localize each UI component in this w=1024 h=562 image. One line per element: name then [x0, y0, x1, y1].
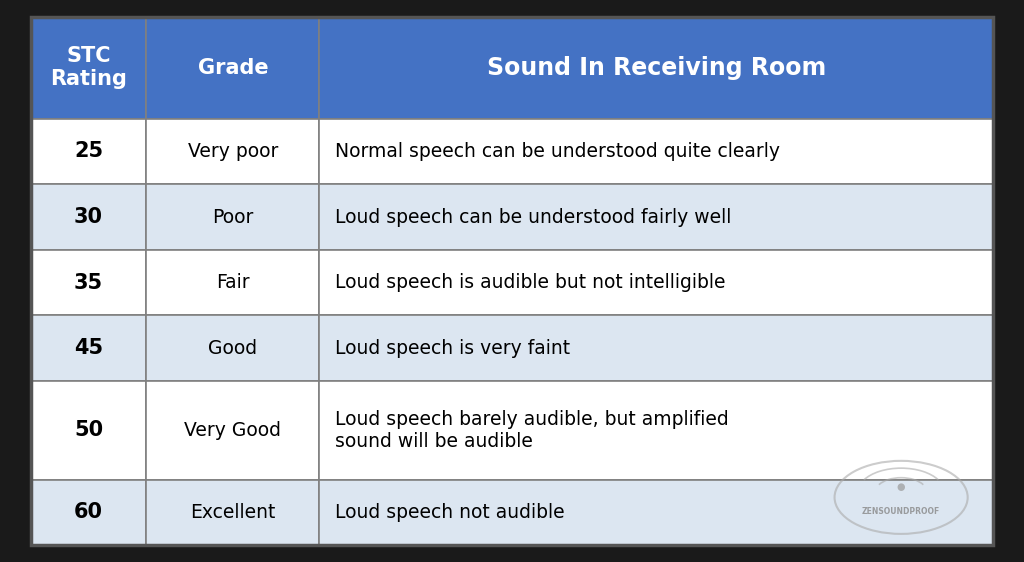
Text: Poor: Poor — [212, 207, 254, 226]
Text: ●: ● — [897, 482, 905, 492]
FancyBboxPatch shape — [31, 17, 146, 119]
FancyBboxPatch shape — [31, 479, 146, 545]
Text: 30: 30 — [74, 207, 103, 227]
FancyBboxPatch shape — [31, 184, 146, 250]
FancyBboxPatch shape — [146, 184, 319, 250]
FancyBboxPatch shape — [31, 250, 146, 315]
Text: ZENSOUNDPROOF: ZENSOUNDPROOF — [862, 507, 940, 516]
FancyBboxPatch shape — [146, 250, 319, 315]
Text: Grade: Grade — [198, 58, 268, 78]
FancyBboxPatch shape — [146, 119, 319, 184]
Text: 45: 45 — [74, 338, 103, 358]
Text: Loud speech is audible but not intelligible: Loud speech is audible but not intelligi… — [335, 273, 725, 292]
FancyBboxPatch shape — [146, 479, 319, 545]
FancyBboxPatch shape — [31, 381, 146, 479]
Text: 50: 50 — [74, 420, 103, 440]
FancyBboxPatch shape — [319, 315, 993, 381]
Text: STC
Rating: STC Rating — [50, 46, 127, 89]
FancyBboxPatch shape — [319, 250, 993, 315]
FancyBboxPatch shape — [31, 119, 146, 184]
Text: Loud speech can be understood fairly well: Loud speech can be understood fairly wel… — [335, 207, 731, 226]
Text: Loud speech not audible: Loud speech not audible — [335, 503, 564, 522]
Text: Sound In Receiving Room: Sound In Receiving Room — [486, 56, 826, 80]
Text: Good: Good — [208, 339, 257, 358]
Text: Loud speech is very faint: Loud speech is very faint — [335, 339, 570, 358]
Text: Excellent: Excellent — [190, 503, 275, 522]
FancyBboxPatch shape — [319, 479, 993, 545]
Text: Very Good: Very Good — [184, 421, 282, 440]
FancyBboxPatch shape — [319, 119, 993, 184]
Text: 60: 60 — [74, 502, 103, 522]
FancyBboxPatch shape — [319, 381, 993, 479]
FancyBboxPatch shape — [146, 17, 319, 119]
FancyBboxPatch shape — [319, 184, 993, 250]
FancyBboxPatch shape — [31, 315, 146, 381]
Text: 25: 25 — [74, 142, 103, 161]
Text: Very poor: Very poor — [187, 142, 279, 161]
FancyBboxPatch shape — [146, 381, 319, 479]
FancyBboxPatch shape — [319, 17, 993, 119]
Text: Loud speech barely audible, but amplified
sound will be audible: Loud speech barely audible, but amplifie… — [335, 410, 729, 451]
FancyBboxPatch shape — [146, 315, 319, 381]
Text: 35: 35 — [74, 273, 103, 293]
Text: Fair: Fair — [216, 273, 250, 292]
Text: Normal speech can be understood quite clearly: Normal speech can be understood quite cl… — [335, 142, 780, 161]
